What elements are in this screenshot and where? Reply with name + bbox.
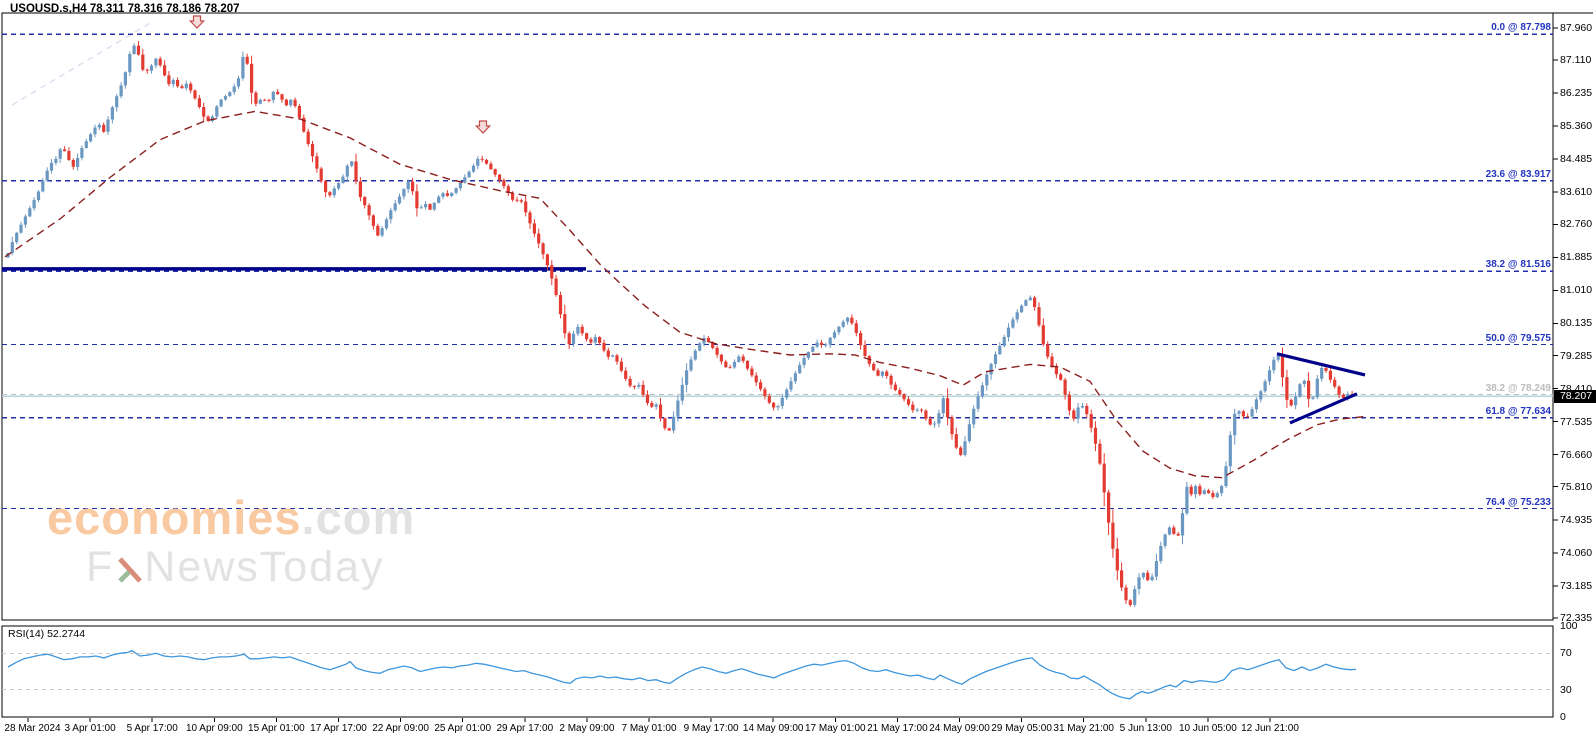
time-axis-label: 28 Mar 2024 (4, 723, 61, 734)
rsi-axis-label: 70 (1560, 647, 1572, 660)
fib-level-label: 76.4 @ 75.233 (1485, 496, 1551, 508)
price-axis-label: 76.660 (1560, 448, 1593, 461)
main-panel-border (1, 12, 1554, 621)
down-arrow-icon[interactable] (188, 15, 206, 29)
price-axis-label: 73.185 (1560, 579, 1593, 592)
current-price-badge: 78.207 (1554, 390, 1596, 403)
watermark-f: F (86, 543, 115, 591)
price-axis-label: 79.285 (1560, 349, 1593, 362)
time-axis-label: 2 May 09:00 (559, 723, 615, 734)
price-axis-label: 75.810 (1560, 480, 1593, 493)
price-axis-label: 77.535 (1560, 415, 1593, 428)
fib-level-label: 38.2 @ 81.516 (1485, 259, 1551, 271)
time-axis-label: 7 May 01:00 (621, 723, 677, 734)
price-axis-label: 83.610 (1560, 186, 1593, 199)
moving-average-line (4, 110, 1366, 479)
time-axis-label: 5 Jun 13:00 (1119, 723, 1172, 734)
price-axis-label: 86.235 (1560, 87, 1593, 100)
rsi-axis-label: 0 (1560, 711, 1566, 723)
price-axis-label: 81.010 (1560, 284, 1593, 297)
fib-level-label: 23.6 @ 83.917 (1485, 168, 1551, 180)
price-axis-label: 87.960 (1560, 21, 1593, 34)
time-axis-label: 22 Apr 09:00 (372, 723, 429, 734)
time-axis-label: 10 Apr 09:00 (185, 723, 243, 734)
fx-cross-icon (118, 556, 143, 583)
time-axis-label: 17 May 01:00 (804, 723, 866, 734)
price-axis-label: 81.885 (1560, 251, 1593, 264)
time-axis-label: 31 May 21:00 (1053, 723, 1114, 734)
price-axis-label: 74.935 (1560, 513, 1593, 526)
rsi-axis-label: 100 (1560, 620, 1578, 632)
rsi-axis-label: 30 (1560, 683, 1572, 696)
time-axis-label: 21 May 17:00 (867, 723, 928, 734)
price-axis-label: 82.760 (1560, 218, 1593, 231)
watermark-rest: NewsToday (144, 543, 385, 591)
time-axis-label: 25 Apr 01:00 (434, 723, 492, 734)
time-axis-label: 29 Apr 17:00 (496, 723, 554, 734)
time-axis-label: 3 Apr 01:00 (64, 723, 116, 734)
price-axis-label: 80.135 (1560, 317, 1593, 330)
price-axis-label: 85.360 (1560, 120, 1593, 133)
time-axis-label: 15 Apr 01:00 (248, 723, 305, 734)
triangle-upper-trendline[interactable] (1276, 352, 1366, 377)
time-axis-label: 10 Jun 05:00 (1178, 723, 1237, 734)
chart-title: USOUSD.s,H4 78.311 78.316 78.186 78.207 (10, 3, 240, 15)
time-axis-label: 29 May 05:00 (991, 723, 1052, 734)
rsi-indicator-label: RSI(14) 52.2744 (8, 628, 86, 640)
price-axis-label: 72.335 (1560, 611, 1593, 624)
watermark-tagline: F NewsToday (86, 546, 415, 589)
fib-level-label: 50.0 @ 79.575 (1485, 332, 1551, 344)
watermark-tld-text: .com (301, 491, 416, 544)
rsi-line (7, 649, 1357, 700)
price-axis-label: 84.485 (1560, 153, 1593, 166)
price-axis-label: 87.110 (1560, 54, 1592, 67)
fib-level-label: 0.0 @ 87.798 (1491, 22, 1551, 34)
time-axis-label: 5 Apr 17:00 (126, 723, 178, 734)
time-axis-label: 12 Jun 21:00 (1241, 723, 1299, 734)
rsi-panel-border (1, 625, 1554, 718)
triangle-lower-trendline[interactable] (1289, 392, 1358, 425)
time-axis-label: 17 Apr 17:00 (310, 723, 367, 734)
watermark-brand: economies.com (47, 494, 415, 541)
watermark-brand-text: economies (47, 491, 302, 544)
faint-trendline[interactable] (11, 21, 153, 106)
fib-level-label: 61.8 @ 77.634 (1485, 405, 1551, 417)
price-axis-label: 74.060 (1560, 546, 1593, 559)
time-axis-label: 14 May 09:00 (742, 723, 804, 734)
fib-level-label-faded: 38.2 @ 78.249 (1485, 382, 1551, 394)
time-axis-label: 9 May 17:00 (683, 723, 739, 734)
down-arrow-icon[interactable] (474, 120, 492, 134)
watermark: economies.com F NewsToday (47, 494, 415, 589)
time-axis-label: 24 May 09:00 (929, 723, 990, 734)
